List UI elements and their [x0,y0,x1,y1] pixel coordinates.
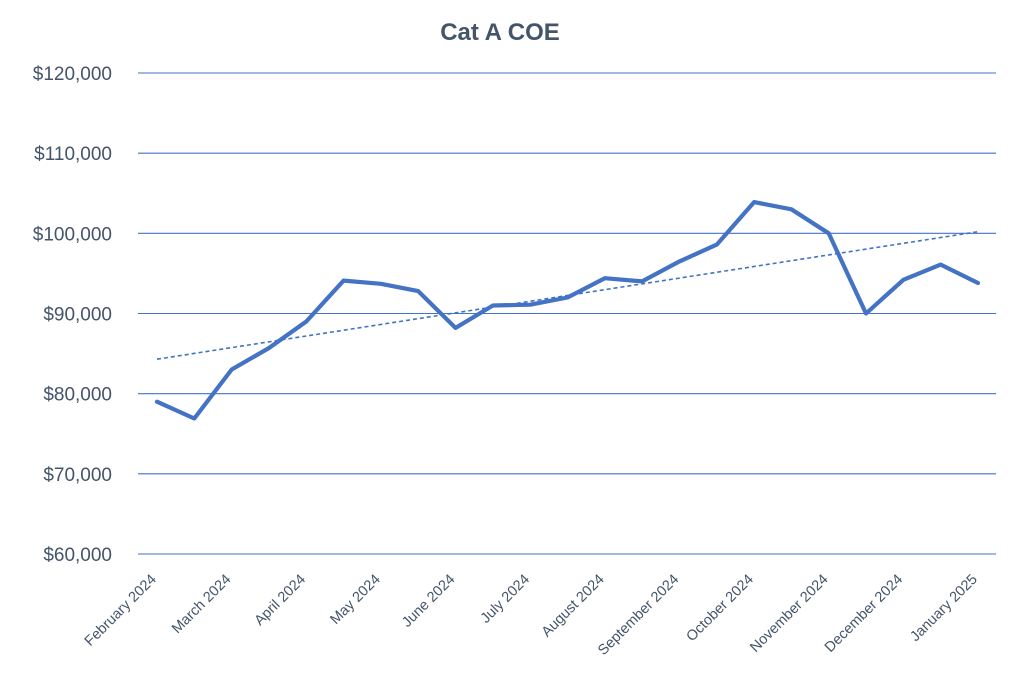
x-tick-label: April 2024 [252,572,309,629]
x-tick-label: November 2024 [747,572,831,656]
x-tick-label: December 2024 [822,572,906,656]
x-tick-label: May 2024 [327,572,383,628]
x-tick-label: July 2024 [478,572,533,627]
x-tick-label: January 2025 [907,572,980,645]
x-tick-label: September 2024 [595,572,682,659]
x-axis-ticks: February 2024 March 2024 April 2024 May 202… [82,572,981,659]
grid [138,72,996,555]
y-tick-label: $110,000 [34,144,112,165]
y-tick-label: $90,000 [43,305,112,326]
x-tick-label: June 2024 [399,572,458,631]
y-tick-label: $120,000 [33,64,112,85]
series-group [154,200,981,421]
x-tick-label: March 2024 [169,572,234,637]
chart-title: Cat A COE [440,19,560,46]
y-axis-ticks: $60,000 $70,000 $80,000 $90,000 $100,000 $110… [33,64,112,566]
y-tick-label: $70,000 [43,465,112,486]
x-tick-label: February 2024 [82,572,160,650]
y-tick-label: $80,000 [43,385,112,406]
x-tick-label: October 2024 [683,572,756,645]
x-tick-label: August 2024 [539,572,608,641]
series-line-cat-a-coe [154,200,981,421]
y-tick-label: $100,000 [33,224,112,245]
y-tick-label: $60,000 [43,545,112,566]
